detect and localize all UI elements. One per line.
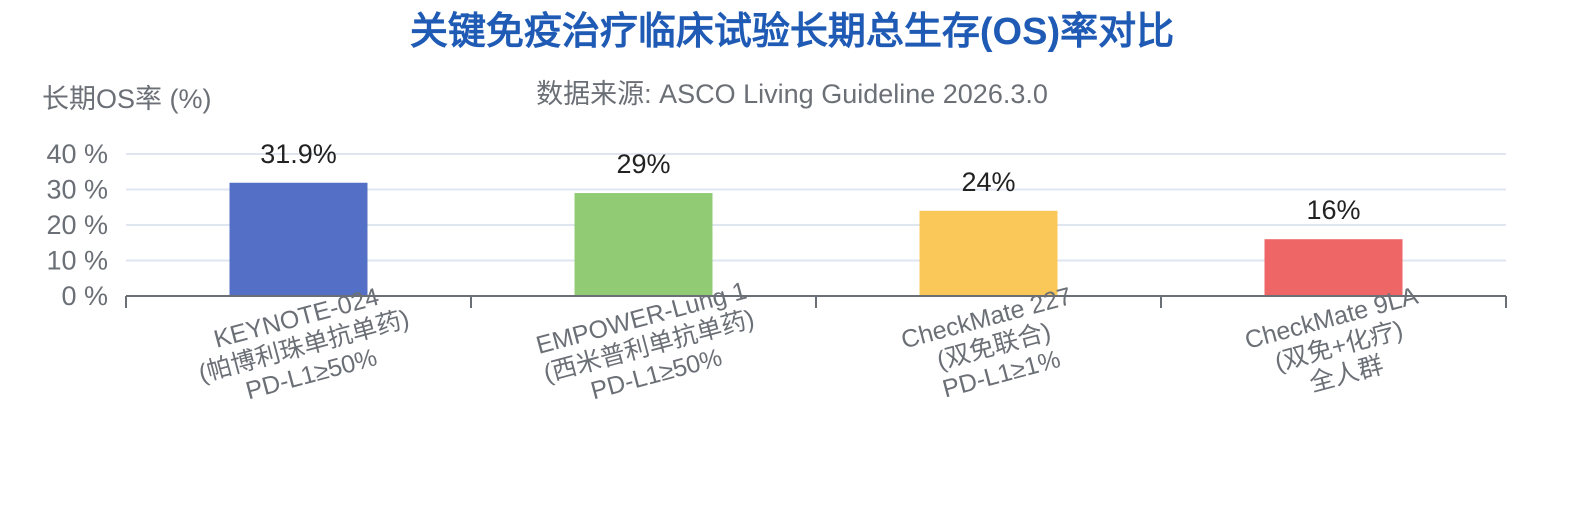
x-category-label: CheckMate 227(双免联合)PD-L1≥1% (898, 282, 1074, 403)
y-axis-ticks: 0 % 10 % 20 % 30 % 40 % (46, 139, 108, 311)
data-label: 31.9% (260, 139, 337, 169)
chart-title: 关键免疫治疗临床试验长期总生存(OS)率对比 (410, 11, 1174, 53)
data-label: 24% (961, 167, 1015, 197)
data-label: 16% (1306, 195, 1360, 225)
y-tick-label: 30 % (46, 175, 108, 205)
data-labels: 31.9% 29% 24% 16% (260, 139, 1360, 225)
x-axis-categories: KEYNOTE-024(帕博利珠单抗单药)PD-L1≥50% EMPOWER-Lu… (196, 277, 1422, 406)
bar (574, 193, 713, 296)
chart-subtitle: 数据来源: ASCO Living Guideline 2026.3.0 (536, 79, 1048, 109)
bar (1264, 239, 1403, 296)
bar (229, 182, 368, 296)
bar (919, 210, 1058, 296)
y-tick-label: 0 % (61, 281, 108, 311)
x-category-label: KEYNOTE-024(帕博利珠单抗单药)PD-L1≥50% (196, 283, 413, 405)
x-category-label: EMPOWER-Lung 1(西米普利单抗单药)PD-L1≥50% (533, 277, 757, 406)
data-label: 29% (616, 149, 670, 179)
bars (229, 182, 1403, 296)
x-category-label: CheckMate 9LA(双免+化疗)全人群 (1242, 282, 1421, 398)
y-tick-label: 10 % (46, 246, 108, 276)
y-axis-label: 长期OS率 (%) (42, 84, 212, 114)
y-tick-label: 40 % (46, 139, 108, 169)
x-axis (125, 295, 1507, 308)
y-tick-label: 20 % (46, 210, 108, 240)
